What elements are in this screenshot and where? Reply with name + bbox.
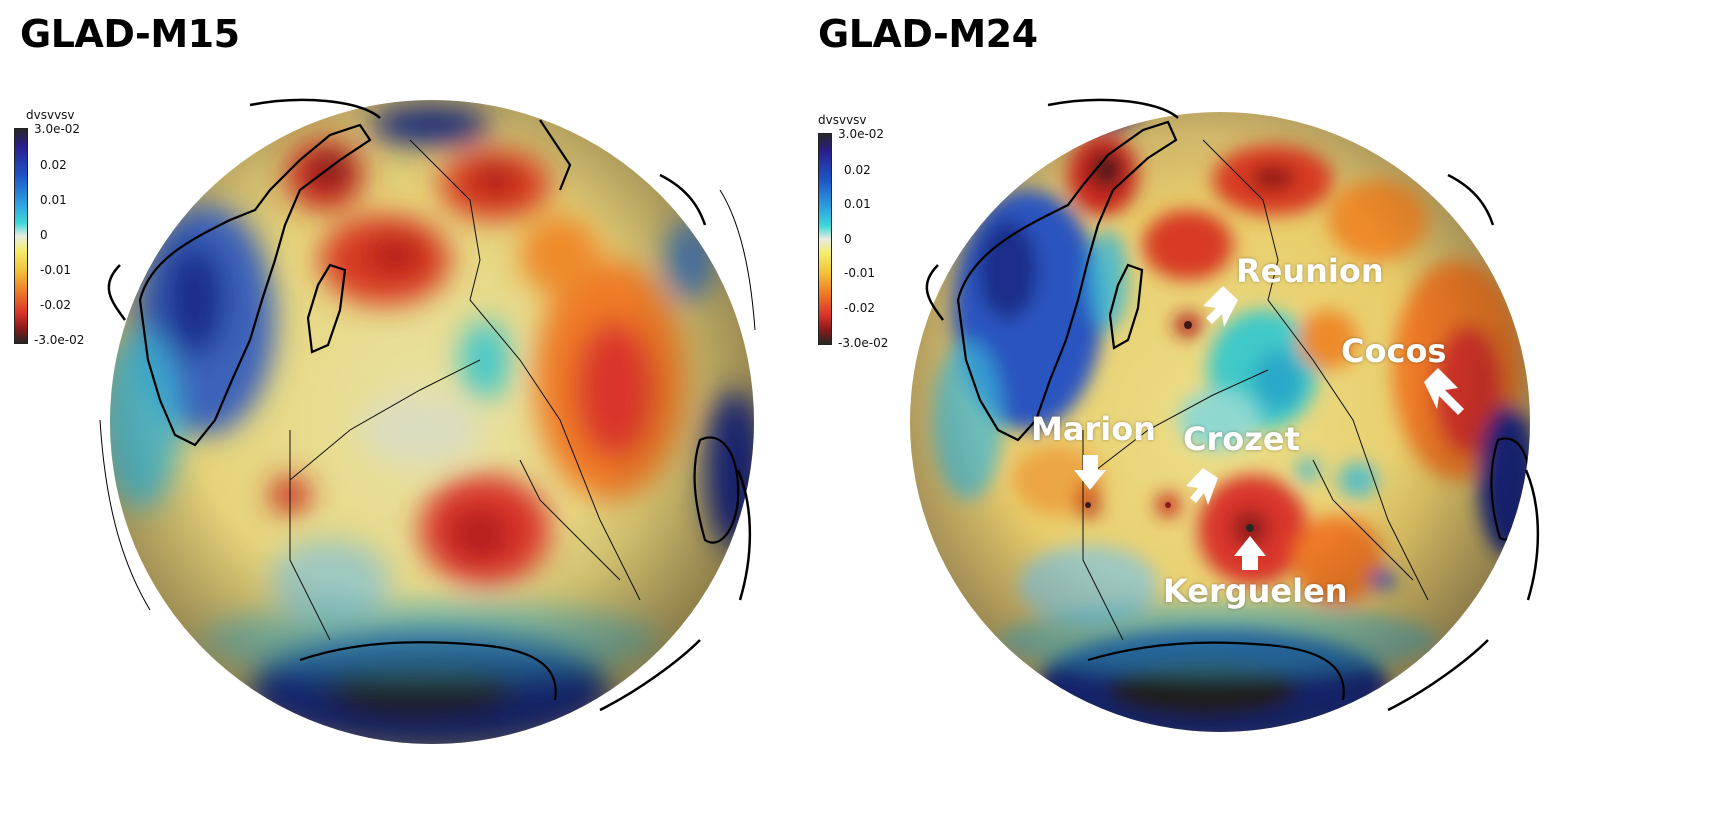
globe-map bbox=[910, 98, 1540, 732]
label-marion: Marion bbox=[1031, 410, 1156, 448]
colorbar-tick: -0.01 bbox=[40, 263, 72, 277]
colorbar-title: dvsvvsv bbox=[26, 108, 75, 122]
colorbar-tick: 0.02 bbox=[40, 158, 67, 172]
colorbar-tick: 0 bbox=[40, 228, 48, 242]
globe-map bbox=[99, 98, 756, 744]
colorbar-tick: 0.02 bbox=[844, 163, 871, 177]
colorbar-tick: -0.02 bbox=[40, 298, 72, 312]
label-crozet: Crozet bbox=[1183, 420, 1300, 458]
colorbar bbox=[818, 133, 832, 345]
arrow-icon bbox=[1074, 455, 1106, 490]
colorbar-tick: -0.02 bbox=[844, 301, 876, 315]
arrow-icon bbox=[1203, 286, 1238, 327]
panel-glad-m15: GLAD-M15 dvsvvsv 3.0e-02 0.02 0.01 0 -0.… bbox=[14, 12, 756, 744]
label-kerguelen: Kerguelen bbox=[1163, 572, 1348, 610]
colorbar-title: dvsvvsv bbox=[818, 113, 867, 127]
panel-title: GLAD-M24 bbox=[818, 12, 1038, 56]
colorbar bbox=[14, 128, 28, 344]
colorbar-tick: 0.01 bbox=[40, 193, 67, 207]
colorbar-tick: -3.0e-02 bbox=[838, 336, 889, 350]
colorbar-tick: 0.01 bbox=[844, 197, 871, 211]
label-cocos: Cocos bbox=[1341, 332, 1447, 370]
panel-title: GLAD-M15 bbox=[20, 12, 240, 56]
colorbar-tick: 3.0e-02 bbox=[838, 127, 885, 141]
colorbar-tick: 0 bbox=[844, 232, 852, 246]
label-reunion: Reunion bbox=[1236, 252, 1384, 290]
arrow-icon bbox=[1234, 536, 1266, 570]
colorbar-tick: -3.0e-02 bbox=[34, 333, 85, 347]
colorbar-tick: 3.0e-02 bbox=[34, 122, 81, 136]
arrow-icon bbox=[1424, 368, 1464, 415]
colorbar-tick: -0.01 bbox=[844, 266, 876, 280]
panel-glad-m24: GLAD-M24 dvsvvsv 3.0e-02 0.02 0.01 0 -0.… bbox=[818, 0, 1716, 828]
arrow-icon bbox=[1186, 468, 1218, 505]
